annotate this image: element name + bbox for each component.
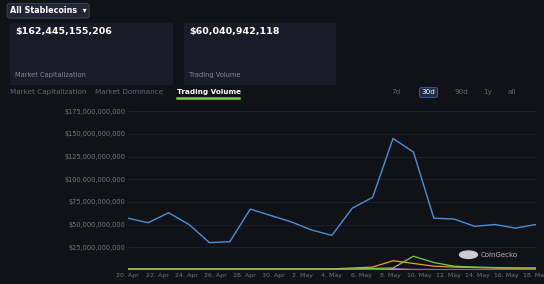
Text: Trading Volume: Trading Volume <box>189 72 241 78</box>
Text: CoinGecko: CoinGecko <box>481 252 518 258</box>
Circle shape <box>460 251 478 258</box>
Text: Market Capitalization: Market Capitalization <box>10 89 86 95</box>
Text: 90d: 90d <box>454 89 468 95</box>
Text: Trading Volume: Trading Volume <box>177 89 241 95</box>
Text: $60,040,942,118: $60,040,942,118 <box>189 27 280 36</box>
Text: All Stablecoins  ▾: All Stablecoins ▾ <box>10 6 86 15</box>
Text: all: all <box>508 89 516 95</box>
Text: 7d: 7d <box>392 89 401 95</box>
Text: Market Capitalization: Market Capitalization <box>15 72 86 78</box>
Text: Market Dominance: Market Dominance <box>95 89 163 95</box>
Text: $162,445,155,206: $162,445,155,206 <box>15 27 112 36</box>
Text: 30d: 30d <box>422 89 436 95</box>
Text: 1y: 1y <box>483 89 492 95</box>
